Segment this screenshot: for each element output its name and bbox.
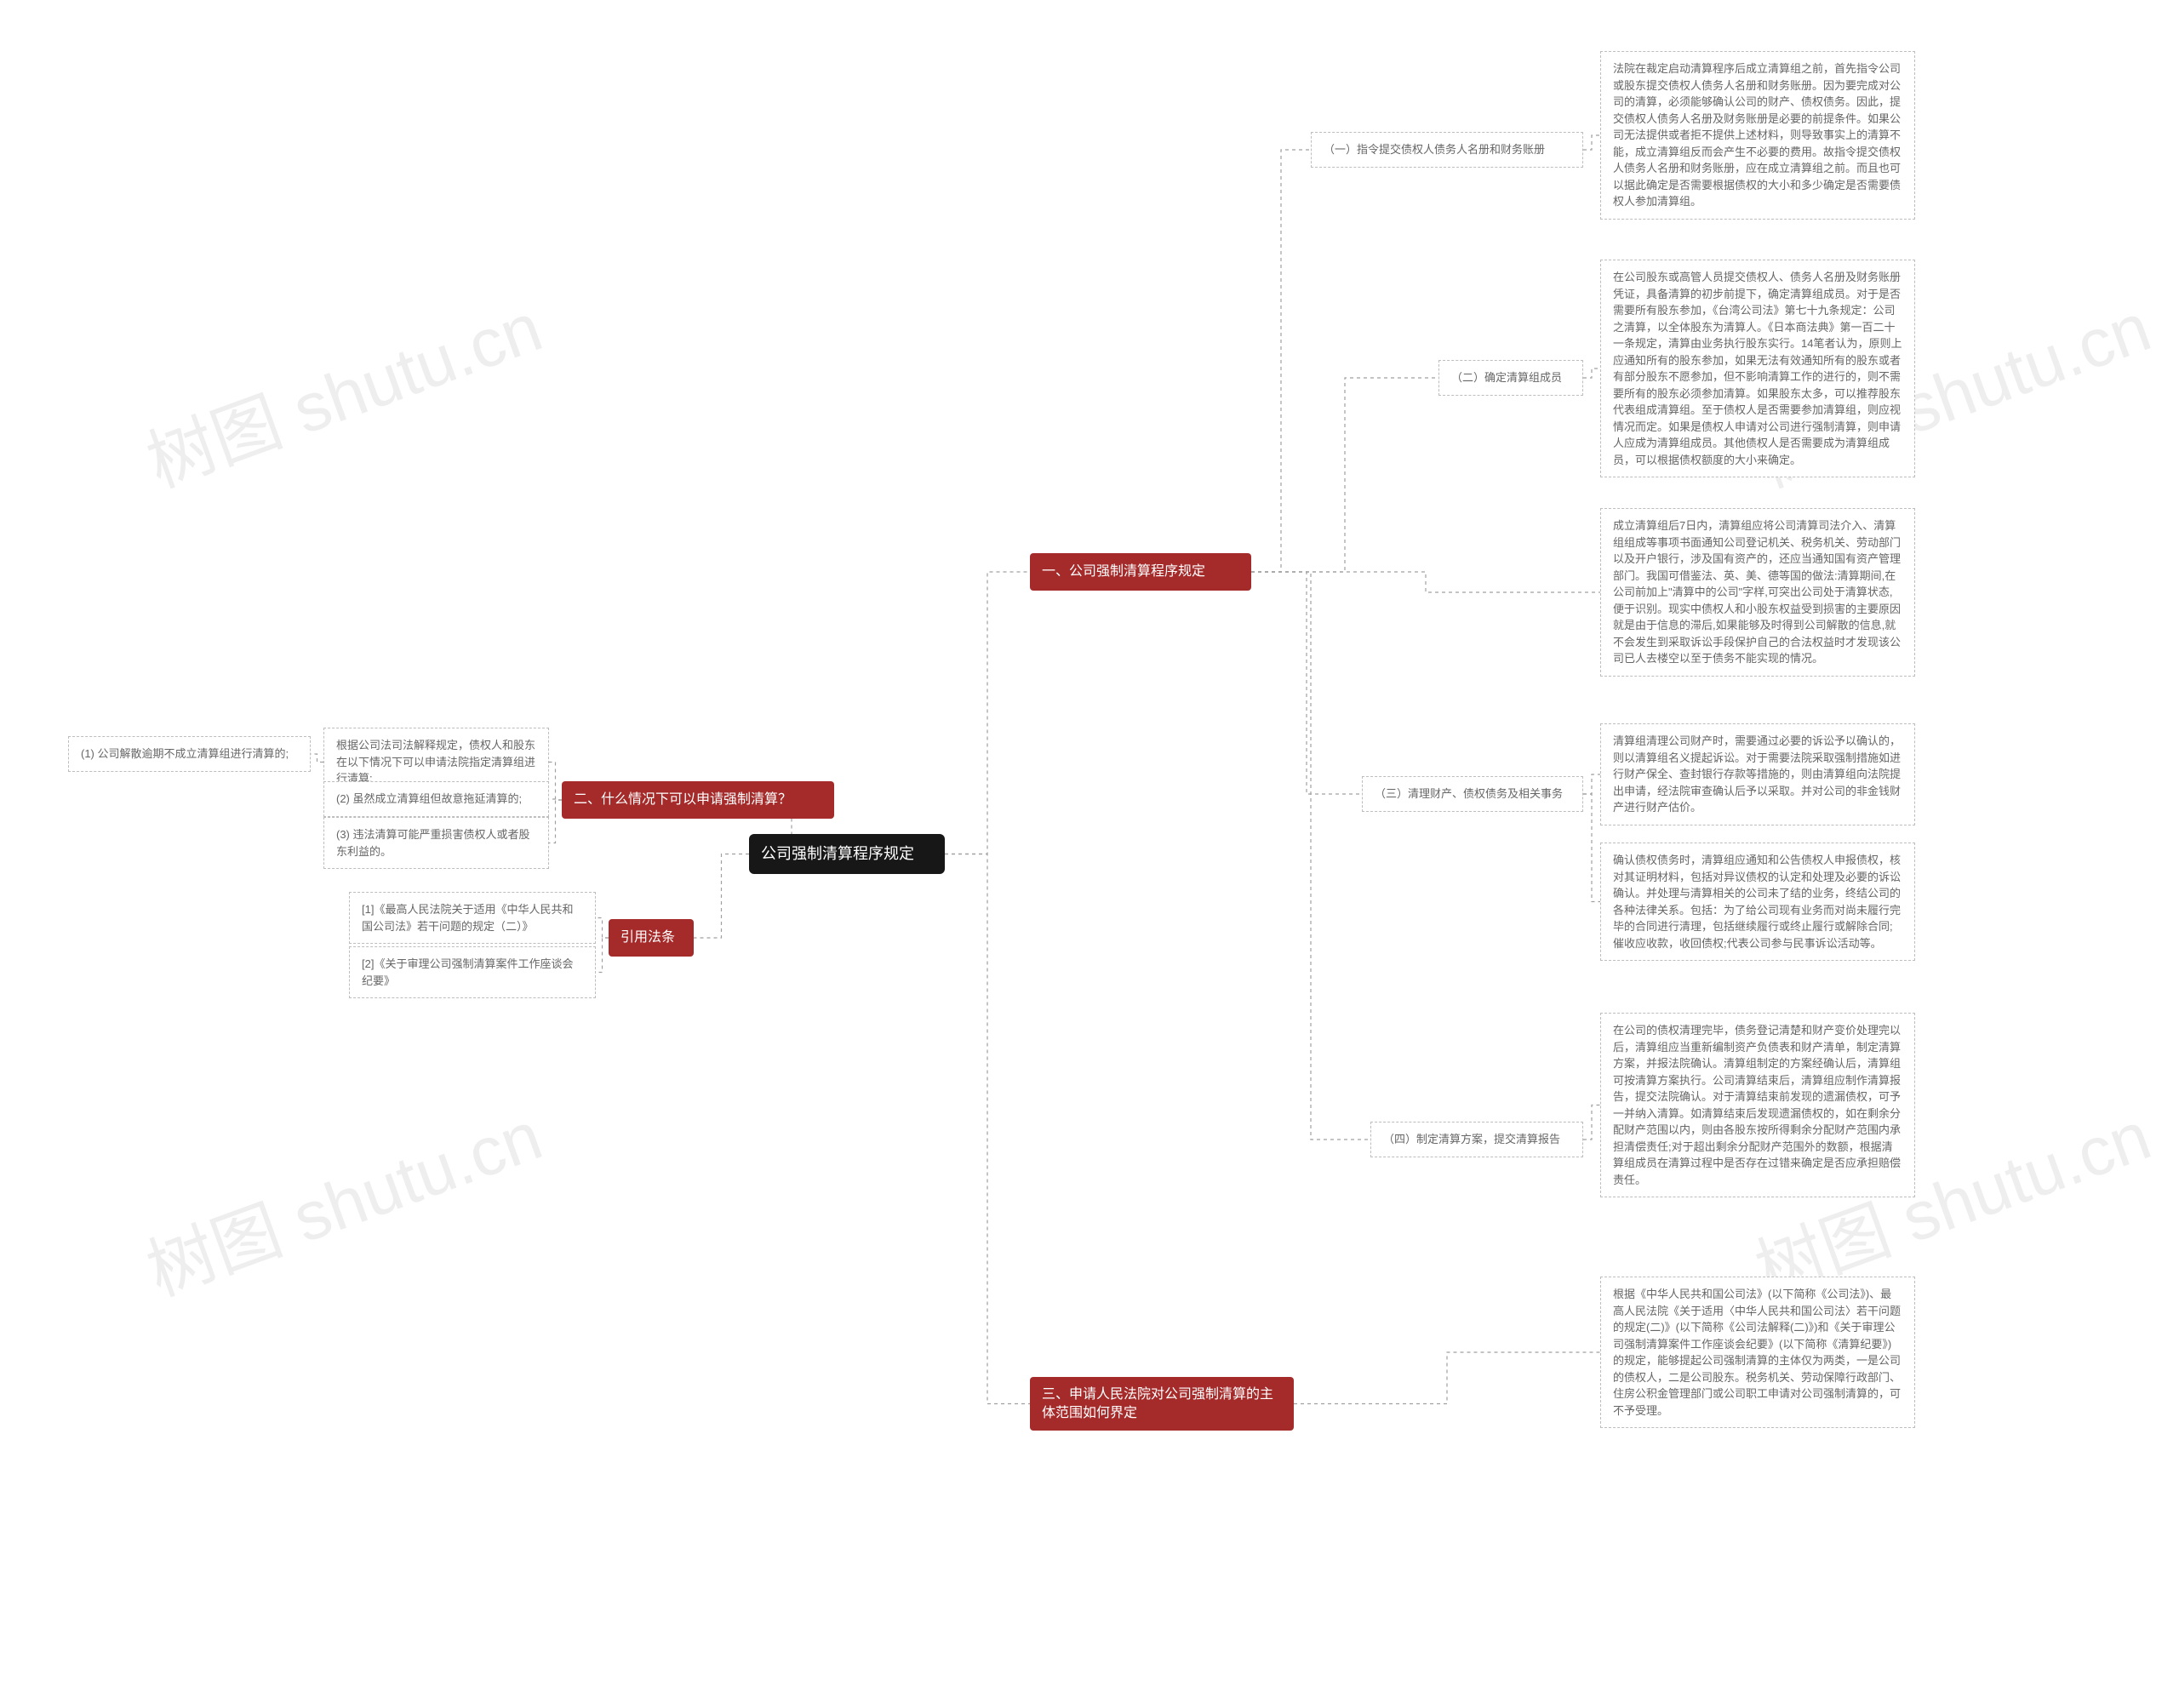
node-c1s2: （二）确定清算组成员 — [1438, 360, 1583, 396]
node-c1s4b: 确认债权债务时，清算组应通知和公告债权人申报债权，核对其证明材料，包括对异议债权… — [1600, 843, 1915, 961]
node-c1s5d: 在公司的债权清理完毕，债务登记清楚和财产变价处理完以后，清算组应当重新编制资产负… — [1600, 1013, 1915, 1197]
node-root: 公司强制清算程序规定 — [749, 834, 945, 874]
watermark: 树图 shutu.cn — [132, 1082, 553, 1316]
node-c2c: (3) 违法清算可能严重损害债权人或者股东利益的。 — [323, 817, 549, 869]
node-c1s3: 成立清算组后7日内，清算组应将公司清算司法介入、清算组组成等事项书面通知公司登记… — [1600, 508, 1915, 677]
connector — [1251, 378, 1438, 572]
connector — [1583, 1105, 1600, 1140]
connector — [1583, 135, 1600, 150]
node-c1: 一、公司强制清算程序规定 — [1030, 553, 1251, 591]
connector — [311, 754, 323, 763]
node-c4d: 根据《中华人民共和国公司法》(以下简称《公司法》)、最高人民法院《关于适用〈中华… — [1600, 1277, 1915, 1428]
node-c1s1: （一）指令提交债权人债务人名册和财务账册 — [1311, 132, 1583, 168]
node-c3a: [1]《最高人民法院关于适用《中华人民共和国公司法》若干问题的规定（二）》 — [349, 892, 596, 944]
node-c1s2d: 在公司股东或高管人员提交债权人、债务人名册及财务账册凭证，具备清算的初步前提下，… — [1600, 260, 1915, 477]
connector — [945, 572, 1030, 854]
node-c1s4: （三）清理财产、债权债务及相关事务 — [1362, 776, 1583, 812]
node-c1s1d: 法院在裁定启动清算程序后成立清算组之前，首先指令公司或股东提交债权人债务人名册和… — [1600, 51, 1915, 220]
connector — [596, 918, 609, 939]
connector — [1251, 572, 1370, 1140]
node-c3: 引用法条 — [609, 919, 694, 957]
connector — [1583, 774, 1600, 794]
connector — [549, 799, 562, 800]
connector — [596, 938, 609, 973]
node-c2b: (2) 虽然成立清算组但故意拖延清算的; — [323, 781, 549, 817]
node-c1s5: （四）制定清算方案，提交清算报告 — [1370, 1122, 1583, 1157]
connector — [549, 800, 562, 843]
node-c2a: (1) 公司解散逾期不成立清算组进行清算的; — [68, 736, 311, 772]
connector — [1251, 572, 1600, 592]
node-c1s4a: 清算组清理公司财产时，需要通过必要的诉讼予以确认的，则以清算组名义提起诉讼。对于… — [1600, 723, 1915, 825]
node-c4: 三、申请人民法院对公司强制清算的主体范围如何界定 — [1030, 1377, 1294, 1431]
connector — [1583, 368, 1600, 378]
mindmap-canvas: 树图 shutu.cn树图 shutu.cn树图 shutu.cn树图 shut… — [0, 0, 2179, 1708]
connector — [694, 854, 749, 939]
connector — [549, 763, 562, 801]
connector — [1583, 794, 1600, 902]
watermark: 树图 shutu.cn — [132, 273, 553, 507]
node-c3b: [2]《关于审理公司强制清算案件工作座谈会纪要》 — [349, 946, 596, 998]
connector — [1251, 150, 1311, 572]
connector — [1294, 1352, 1600, 1404]
connector — [1251, 572, 1362, 794]
connector — [945, 854, 1030, 1404]
node-c2: 二、什么情况下可以申请强制清算？ — [562, 781, 834, 819]
